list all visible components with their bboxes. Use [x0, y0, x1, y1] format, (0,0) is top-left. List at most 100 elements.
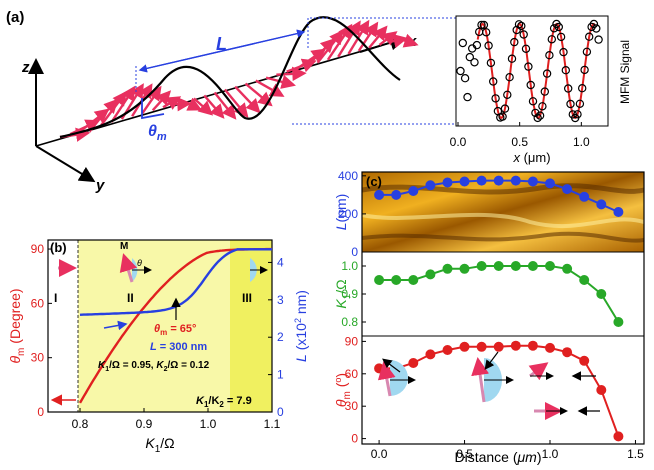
svg-text:θm = 65°: θm = 65° — [154, 323, 196, 337]
mfm-data-point — [538, 102, 547, 111]
c-theta-point — [459, 341, 470, 352]
c-ytick-label: 60 — [345, 367, 359, 381]
spin-arrow — [90, 98, 119, 129]
c-K-point — [510, 261, 521, 271]
b-xtick-label: 1.1 — [264, 417, 281, 431]
c-theta-point — [562, 347, 573, 358]
c-theta-point — [527, 340, 538, 351]
c-K-point — [579, 275, 590, 285]
b-right-tick-label: 2 — [277, 330, 284, 344]
annot-K2: K — [156, 360, 164, 371]
c-ytick-label: 1.0 — [341, 259, 358, 273]
region-I-label: I — [54, 291, 57, 305]
c-K-point — [408, 275, 419, 285]
mfm-data-point — [547, 35, 557, 44]
mfm-data-point — [519, 30, 528, 39]
mfm-data-point — [524, 62, 533, 71]
mfm-data-point — [517, 21, 526, 31]
mfm-data-point — [505, 72, 514, 82]
spin-arrow — [183, 97, 203, 111]
b-left-tick-label: 60 — [31, 296, 45, 310]
c-theta-point — [476, 341, 487, 352]
c-theta-point — [596, 385, 607, 395]
inset-xtick-label: 0.0 — [450, 135, 467, 149]
c-K-point — [425, 269, 436, 280]
c-L-point — [476, 175, 487, 186]
c-L-point — [493, 175, 504, 186]
mfm-data-point — [482, 28, 491, 37]
annot-L-val: = 300 nm — [157, 341, 208, 353]
spin-arrow — [203, 94, 225, 119]
svg-text:θm (Degree): θm (Degree) — [7, 288, 27, 363]
c-theta-point — [545, 342, 555, 353]
c-spin-icon-3 — [528, 362, 549, 381]
c-bot-ylabel-var: θ — [333, 399, 349, 407]
mfm-data-point — [535, 111, 545, 120]
mfm-data-point — [463, 92, 472, 102]
annot-K1: K — [98, 360, 106, 371]
panel-c-label: (c) — [366, 174, 382, 189]
c-ytick-label: 0.9 — [341, 287, 358, 301]
spin-arrow — [151, 90, 172, 112]
period-arrow-back — [138, 31, 305, 73]
b-left-tick-label: 90 — [31, 242, 45, 256]
c-xtick-label: 1.5 — [627, 447, 644, 461]
M-label: M — [120, 241, 128, 252]
helix-envelope — [59, 16, 401, 139]
c-ytick-label: 90 — [345, 334, 359, 348]
c-L-point — [579, 191, 590, 202]
c-xtick-label: 1.0 — [542, 447, 559, 461]
inset-plot — [456, 19, 603, 123]
annot-K1-val: /Ω = 0.95, — [109, 360, 156, 371]
svg-text:K1/Ω: K1/Ω — [145, 435, 174, 455]
annot-K1-sub: 1 — [105, 366, 109, 373]
b-ticks: 0 30 60 90 0 1 2 3 4 0.8 0.9 1.0 1.1 — [31, 242, 284, 431]
c-K-point — [442, 263, 453, 274]
c-spin-icon-2 — [471, 357, 490, 403]
annot-theta-var: θ — [154, 323, 160, 335]
mfm-data-point — [456, 66, 465, 76]
svg-text:L(nm): L(nm) — [333, 194, 349, 231]
b-ylabel-right-exp: 2 — [293, 318, 303, 323]
c-bot-ylabel-unit: ( — [333, 382, 349, 391]
c-bot-ylabel-tail: ) — [333, 373, 349, 378]
c-mid-ylabel-var: K — [333, 299, 349, 309]
b-right-tick-label: 0 — [277, 405, 284, 419]
b-left-tick-label: 30 — [31, 351, 45, 365]
c-L-point — [442, 177, 453, 188]
b-ylabel-left-sub: m — [16, 348, 27, 356]
c-curves — [374, 175, 624, 442]
c-L-point — [391, 189, 402, 200]
c-K-point — [596, 289, 607, 299]
mfm-data-point — [507, 54, 517, 63]
spin-arrow — [234, 85, 261, 114]
spin-arrow — [162, 96, 182, 110]
b-ylabel-left-var: θ — [7, 356, 23, 364]
mfm-data-point — [585, 32, 594, 41]
c-L-point — [545, 178, 555, 189]
y-axis — [35, 145, 96, 183]
c-theta-point — [408, 358, 419, 368]
c-bot-ylabel-exp: o — [333, 378, 343, 383]
c-theta-point — [510, 340, 521, 351]
region-III-label: III — [242, 291, 252, 305]
annot-K2-val: /Ω = 0.12 — [168, 360, 210, 371]
b-xtick-label: 0.8 — [72, 417, 89, 431]
c-K-point — [391, 275, 402, 285]
svg-text:K1/K2 = 7.9: K1/K2 = 7.9 — [196, 395, 252, 409]
b-right-tick-label: 4 — [277, 255, 284, 269]
annot-L-var: L — [150, 341, 157, 353]
mfm-data-point — [484, 41, 493, 50]
mfm-data-point — [531, 108, 540, 118]
period-label: L — [216, 34, 227, 54]
panel-b-frame — [47, 239, 273, 413]
mfm-data-point — [592, 24, 601, 33]
annot-theta-sub: m — [160, 328, 167, 337]
c-K-line — [379, 265, 620, 323]
spin-arrow — [244, 82, 273, 107]
c-theta-point — [442, 345, 453, 355]
L-axis-arrow — [103, 320, 128, 331]
region-II-label: II — [127, 291, 134, 305]
mfm-data-point — [465, 52, 474, 62]
